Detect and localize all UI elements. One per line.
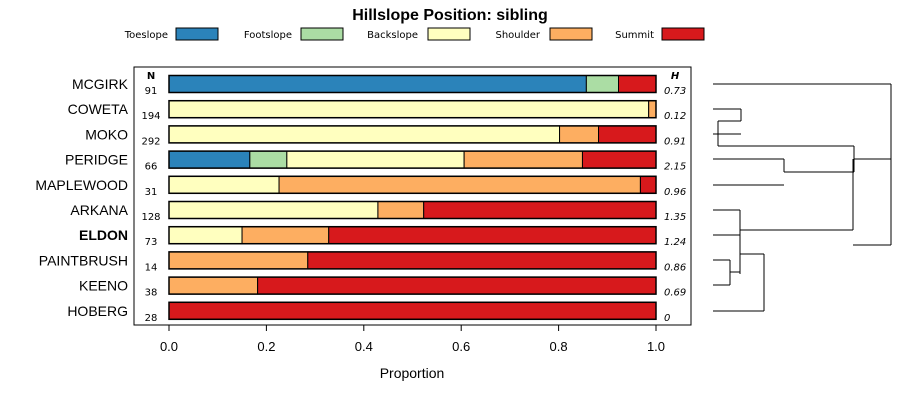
bar-segment-shoulder — [377, 201, 425, 219]
n-value: 91 — [145, 86, 158, 97]
h-value: 0.73 — [664, 86, 686, 97]
bar-segment-shoulder — [559, 125, 600, 144]
n-value: 31 — [145, 187, 158, 198]
x-axis-label: Proportion — [380, 365, 445, 381]
bar-segment-shoulder — [463, 150, 583, 169]
x-axis: 0.0 0.2 0.4 0.6 0.8 1.0 — [160, 325, 665, 354]
legend-swatch-toeslope — [175, 27, 219, 41]
bar-segment-footslope — [249, 150, 288, 169]
legend-swatch-summit — [661, 27, 705, 41]
bar-segment-summit — [307, 251, 657, 270]
bar-outline — [168, 175, 657, 195]
bar-segment-backslope — [168, 175, 280, 194]
bar-segment-summit — [423, 201, 657, 219]
row-label: HOBERG — [67, 303, 128, 319]
n-value: 66 — [145, 162, 158, 173]
bar-rows: MCGIRK 91 0.73 COWETA 194 0.12 MOKO 292 0.91 PERI… — [35, 74, 686, 324]
x-tick-label: 1.0 — [647, 339, 665, 354]
bar-outline — [168, 225, 657, 245]
plot-frame — [133, 66, 692, 326]
bar-outline — [168, 200, 657, 220]
legend-swatch-shoulder — [549, 27, 593, 41]
bar-segment-backslope — [168, 201, 379, 219]
bar-segment-shoulder — [648, 100, 657, 119]
h-value: 0 — [664, 313, 670, 324]
bar-outline — [168, 99, 657, 119]
legend-label-summit: Summit — [615, 30, 654, 41]
n-value: 194 — [141, 111, 160, 122]
row-label: COWETA — [68, 101, 129, 117]
n-column-header: N — [147, 71, 155, 82]
chart-title: Hillslope Position: sibling — [352, 7, 548, 24]
x-tick-label: 0.6 — [452, 339, 470, 354]
x-tick-label: 0.2 — [257, 339, 275, 354]
row-label: MCGIRK — [72, 76, 129, 92]
bar-segment-summit — [328, 226, 657, 245]
bar-outline — [168, 125, 657, 144]
h-value: 0.69 — [664, 288, 686, 299]
legend-label-backslope: Backslope — [367, 30, 418, 41]
bar-segment-shoulder — [168, 276, 259, 295]
h-value: 1.24 — [664, 237, 686, 248]
bar-segment-summit — [598, 125, 657, 144]
h-value: 0.91 — [664, 136, 686, 147]
n-value: 73 — [145, 237, 158, 248]
h-value: 0.96 — [664, 187, 686, 198]
bar-segment-toeslope — [168, 150, 251, 169]
x-tick-label: 0.8 — [550, 339, 568, 354]
bar-segment-shoulder — [168, 251, 309, 270]
bar-segment-backslope — [168, 226, 243, 245]
x-tick-label: 0.0 — [160, 339, 178, 354]
legend-swatch-footslope — [300, 27, 344, 41]
bar-outline — [168, 74, 657, 94]
bar-segment-summit — [257, 276, 657, 295]
dendrogram — [713, 83, 892, 312]
legend: Toeslope Footslope Backslope Shoulder Summit — [124, 27, 705, 41]
h-value: 1.35 — [664, 212, 686, 223]
bar-segment-backslope — [286, 150, 465, 169]
bar-segment-toeslope — [168, 75, 587, 93]
bar-segment-backslope — [168, 100, 650, 119]
bar-segment-summit — [581, 150, 657, 169]
n-value: 28 — [145, 313, 158, 324]
h-value: 0.12 — [664, 111, 686, 122]
bar-segment-summit — [639, 175, 657, 194]
h-column-header: H — [671, 71, 680, 82]
bar-segment-footslope — [585, 75, 619, 93]
row-label: MAPLEWOOD — [35, 177, 128, 193]
legend-label-shoulder: Shoulder — [495, 30, 540, 41]
legend-label-toeslope: Toeslope — [124, 30, 168, 41]
bar-segment-summit — [168, 301, 657, 320]
bar-segment-summit — [618, 75, 657, 93]
bar-segment-backslope — [168, 125, 561, 144]
n-value: 292 — [141, 136, 160, 147]
h-value: 2.15 — [664, 162, 686, 173]
n-value: 38 — [145, 288, 158, 299]
bar-segment-shoulder — [241, 226, 330, 245]
bar-outline — [168, 150, 657, 169]
legend-label-footslope: Footslope — [244, 30, 292, 41]
bar-outline — [168, 276, 657, 295]
row-label: PAINTBRUSH — [39, 252, 128, 268]
bar-outline — [168, 251, 657, 270]
legend-swatch-backslope — [427, 27, 471, 41]
n-value: 128 — [141, 212, 160, 223]
x-tick-label: 0.4 — [355, 339, 373, 354]
bar-segment-shoulder — [278, 175, 641, 194]
row-label: ARKANA — [70, 202, 128, 218]
row-label: MOKO — [85, 126, 128, 142]
bar-outline — [168, 301, 657, 321]
n-value: 14 — [145, 262, 158, 273]
row-label: KEENO — [79, 278, 128, 294]
row-label: ELDON — [79, 227, 128, 243]
row-label: PERIDGE — [65, 152, 128, 168]
h-value: 0.86 — [664, 262, 686, 273]
